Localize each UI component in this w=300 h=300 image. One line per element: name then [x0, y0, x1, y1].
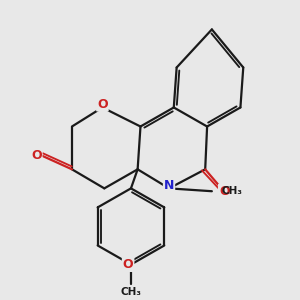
Text: O: O — [97, 98, 108, 110]
Text: O: O — [123, 258, 134, 271]
Text: O: O — [31, 148, 42, 162]
Text: N: N — [164, 179, 174, 192]
Text: CH₃: CH₃ — [121, 287, 142, 297]
Text: CH₃: CH₃ — [222, 186, 243, 196]
Text: O: O — [219, 185, 230, 198]
